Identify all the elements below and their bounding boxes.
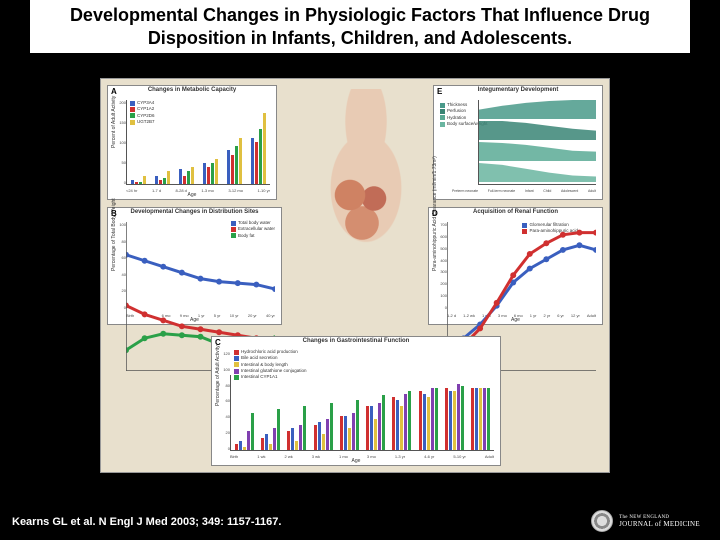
panel-a-yticks: 050100150200 [118,100,126,185]
panel-b-yticks: 020406080100 [118,222,126,310]
panel-b-chart [126,222,275,310]
panel-a-xticks: <24 hr1-7 d8-28 d1-3 mo3-12 mo1-10 yr [126,188,270,193]
panel-c-chart [230,375,494,451]
journal-badge: The NEW ENGLAND JOURNAL of MEDICINE [591,510,700,532]
citation-text: Kearns GL et al. N Engl J Med 2003; 349:… [12,516,281,528]
panel-e-chart [478,100,596,185]
panel-c-ylabel: Percentage of Adult Activity [215,396,221,406]
panel-e: E Integumentary Development ThicknessPer… [433,85,603,200]
panel-e-xticks: Preterm neonateFull-term neonateInfantCh… [452,189,596,193]
panel-c-xticks: Birth1 wk2 wk3 wk1 mo3 mo1-3 yr4-6 yr5-1… [230,454,494,459]
journal-line2: JOURNAL of MEDICINE [619,521,700,529]
panel-a-ylabel: Percent of Adult Activity [111,138,117,148]
panel-e-title: Integumentary Development [434,87,602,93]
slide-title: Developmental Changes in Physiologic Fac… [30,0,690,53]
panel-b-ylabel: Percentage of Total Body Weight [111,261,117,271]
panel-d-title: Acquisition of Renal Function [429,209,602,215]
panel-c-title: Changes in Gastrointestinal Function [212,338,500,344]
panel-c-yticks: 020406080100120 [222,351,230,451]
panel-b: B Developmental Changes in Distribution … [107,207,282,325]
panel-d-yticks: 0100200300400500600700 [439,222,447,310]
figure-container: A Changes in Metabolic Capacity Percent … [100,78,610,473]
panel-d-ylabel: Para-aminohippuric Acid Clearance (ml/mi… [432,261,438,271]
panel-a: A Changes in Metabolic Capacity Percent … [107,85,277,200]
panel-c: C Changes in Gastrointestinal Function P… [211,336,501,466]
journal-seal-icon [591,510,613,532]
panel-d-chart [447,222,596,310]
panel-a-chart [126,100,270,185]
organs-illustration [326,174,406,244]
panel-b-title: Developmental Changes in Distribution Si… [108,209,281,215]
panel-a-title: Changes in Metabolic Capacity [108,87,276,93]
panel-d: D Acquisition of Renal Function Para-ami… [428,207,603,325]
journal-text: The NEW ENGLAND JOURNAL of MEDICINE [619,513,700,528]
